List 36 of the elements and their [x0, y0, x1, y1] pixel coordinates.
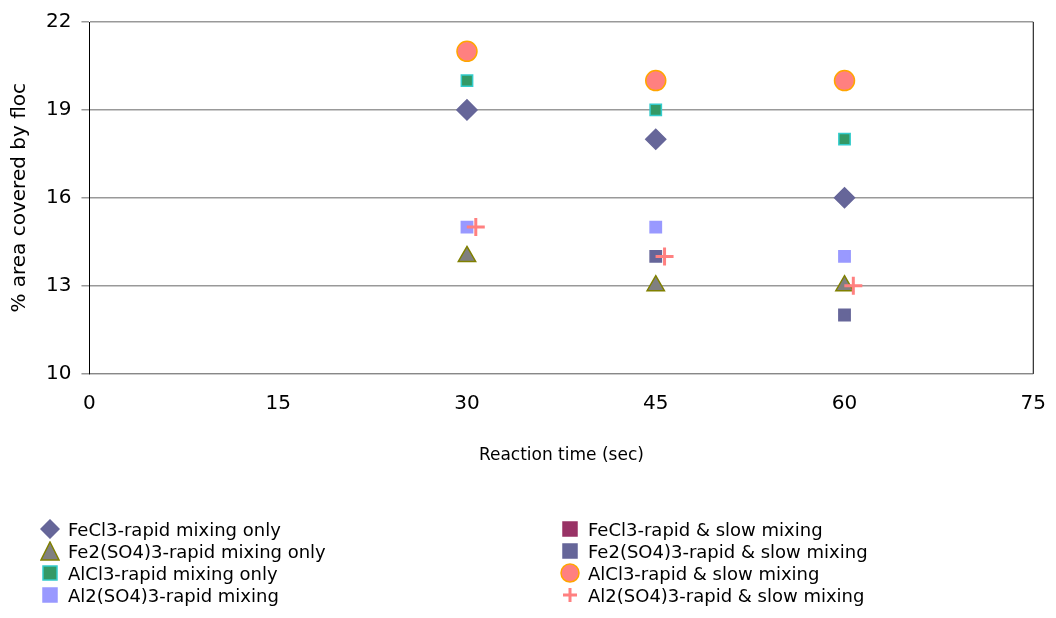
x-tick-label: 60 [831, 389, 858, 414]
point [649, 103, 663, 117]
point [833, 187, 856, 209]
point [654, 245, 676, 267]
point [645, 128, 667, 150]
legend-label: Al2(SO4)3-rapid mixing [68, 584, 279, 606]
point [465, 216, 487, 238]
point [456, 40, 478, 63]
legend-label: FeCl3-rapid mixing only [68, 518, 281, 540]
x-tick-label: 45 [643, 389, 669, 414]
point [649, 220, 663, 234]
x-tick-label: 15 [265, 389, 291, 414]
legend-label: AlCl3-rapid mixing only [68, 562, 278, 584]
x-tick-label: 75 [1020, 389, 1046, 414]
point [456, 99, 478, 121]
y-tick-label: 10 [46, 359, 72, 384]
point [842, 275, 864, 297]
legend-label: AlCl3-rapid & slow mixing [588, 562, 820, 584]
y-tick-label: 16 [46, 184, 72, 208]
point [838, 132, 851, 146]
x-tick-label: 30 [454, 389, 480, 414]
y-tick-label: 22 [46, 8, 72, 33]
y-tick-label: 19 [46, 96, 72, 121]
legend-label: FeCl3-rapid & slow mixing [588, 518, 823, 540]
y-tick-label: 13 [46, 271, 72, 296]
point [833, 69, 856, 92]
point [645, 69, 667, 92]
y-axis-title: % area covered by floc [6, 83, 31, 313]
point [838, 308, 851, 322]
legend-label: Fe2(SO4)3-rapid & slow mixing [588, 540, 868, 562]
point [460, 74, 474, 88]
legend-label: Fe2(SO4)3-rapid mixing only [68, 540, 326, 562]
x-axis-title: Reaction time (sec) [478, 444, 644, 465]
legend-label: Al2(SO4)3-rapid & slow mixing [588, 584, 865, 606]
point [838, 249, 851, 263]
x-tick-label: 0 [83, 389, 96, 414]
